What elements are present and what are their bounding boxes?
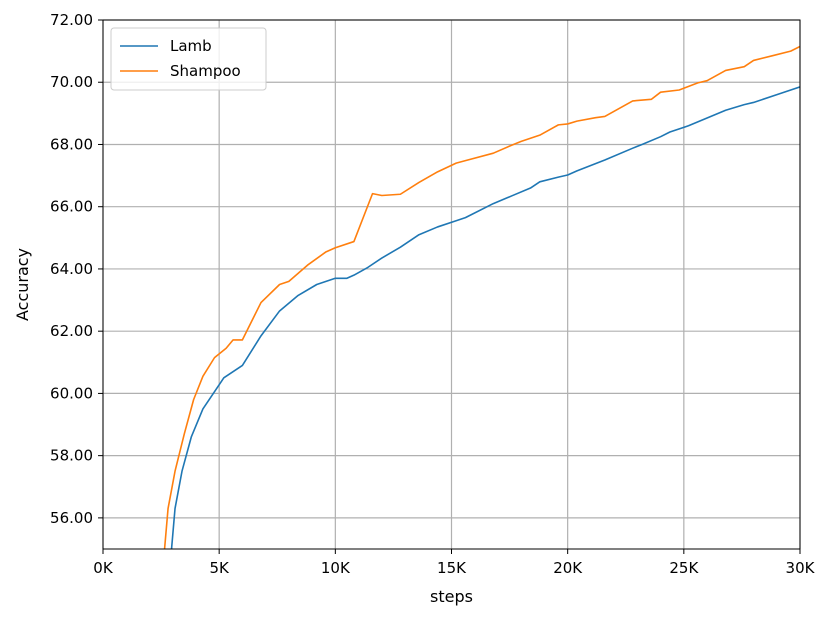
y-tick-label: 64.00 bbox=[50, 260, 93, 278]
series-line-shampoo bbox=[163, 45, 800, 549]
series-line-lamb bbox=[170, 86, 800, 549]
grid bbox=[102, 19, 801, 549]
legend-box bbox=[110, 27, 267, 91]
legend-label-lamb: Lamb bbox=[170, 37, 212, 55]
y-tick-label: 66.00 bbox=[50, 198, 93, 216]
y-tick-label: 60.00 bbox=[50, 384, 93, 402]
series-layer bbox=[163, 45, 800, 549]
y-axis-label: Accuracy bbox=[13, 248, 32, 321]
x-tick-label: 25K bbox=[669, 559, 699, 577]
x-axis: 0K 5K 10K 15K 20K 25K 30K bbox=[93, 549, 816, 577]
y-tick-label: 72.00 bbox=[50, 11, 93, 29]
x-tick-label: 5K bbox=[209, 559, 230, 577]
y-tick-label: 56.00 bbox=[50, 509, 93, 527]
legend: Lamb Shampoo bbox=[110, 27, 267, 91]
y-axis: 56.00 58.00 60.00 62.00 64.00 66.00 68.00 70.00… bbox=[50, 11, 103, 527]
x-axis-label: steps bbox=[430, 587, 473, 606]
y-tick-label: 68.00 bbox=[50, 135, 93, 153]
x-tick-label: 0K bbox=[93, 559, 114, 577]
y-tick-label: 58.00 bbox=[50, 447, 93, 465]
legend-label-shampoo: Shampoo bbox=[170, 62, 241, 80]
x-tick-label: 30K bbox=[786, 559, 816, 577]
x-tick-label: 20K bbox=[553, 559, 583, 577]
y-tick-label: 62.00 bbox=[50, 322, 93, 340]
x-tick-label: 15K bbox=[437, 559, 467, 577]
y-tick-label: 70.00 bbox=[50, 73, 93, 91]
x-tick-label: 10K bbox=[321, 559, 351, 577]
